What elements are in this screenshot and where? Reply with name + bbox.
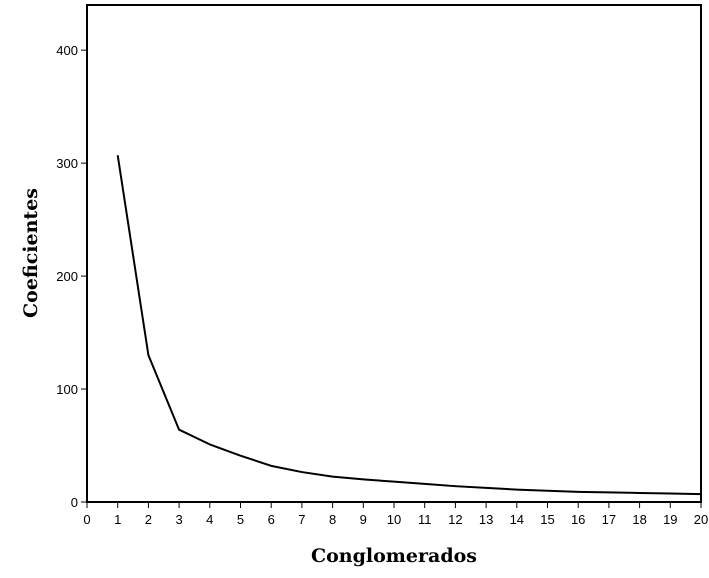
x-tick-label: 19 xyxy=(663,512,677,527)
y-tick-label: 200 xyxy=(56,269,78,284)
x-tick-label: 2 xyxy=(145,512,152,527)
y-tick-label: 0 xyxy=(71,495,78,510)
x-tick-label: 17 xyxy=(602,512,616,527)
x-tick-label: 16 xyxy=(571,512,585,527)
x-axis-title: Conglomerados xyxy=(311,545,477,567)
x-tick-label: 4 xyxy=(206,512,213,527)
y-tick-label: 300 xyxy=(56,156,78,171)
x-tick-label: 5 xyxy=(237,512,244,527)
x-tick-label: 15 xyxy=(540,512,554,527)
y-tick-label: 400 xyxy=(56,43,78,58)
y-axis-title: Coeficientes xyxy=(20,188,42,318)
x-tick-label: 13 xyxy=(479,512,493,527)
x-tick-label: 12 xyxy=(448,512,462,527)
x-tick-label: 6 xyxy=(268,512,275,527)
x-tick-label: 9 xyxy=(360,512,367,527)
y-axis: 0 100 200 300 400 xyxy=(56,43,87,510)
series-line xyxy=(116,155,702,496)
x-tick-label: 8 xyxy=(329,512,336,527)
x-tick-label: 18 xyxy=(632,512,646,527)
x-tick-label: 20 xyxy=(694,512,708,527)
y-tick-label: 100 xyxy=(56,382,78,397)
x-tick-label: 14 xyxy=(510,512,524,527)
x-tick-label: 11 xyxy=(418,512,432,527)
x-tick-label: 7 xyxy=(298,512,305,527)
x-tick-label: 10 xyxy=(387,512,401,527)
x-tick-label: 3 xyxy=(175,512,182,527)
x-axis: 0 1 2 3 4 5 6 7 8 9 10 11 12 13 14 15 16 17 18 19 20 xyxy=(83,502,708,527)
x-tick-label: 0 xyxy=(83,512,90,527)
x-tick-label: 1 xyxy=(114,512,121,527)
